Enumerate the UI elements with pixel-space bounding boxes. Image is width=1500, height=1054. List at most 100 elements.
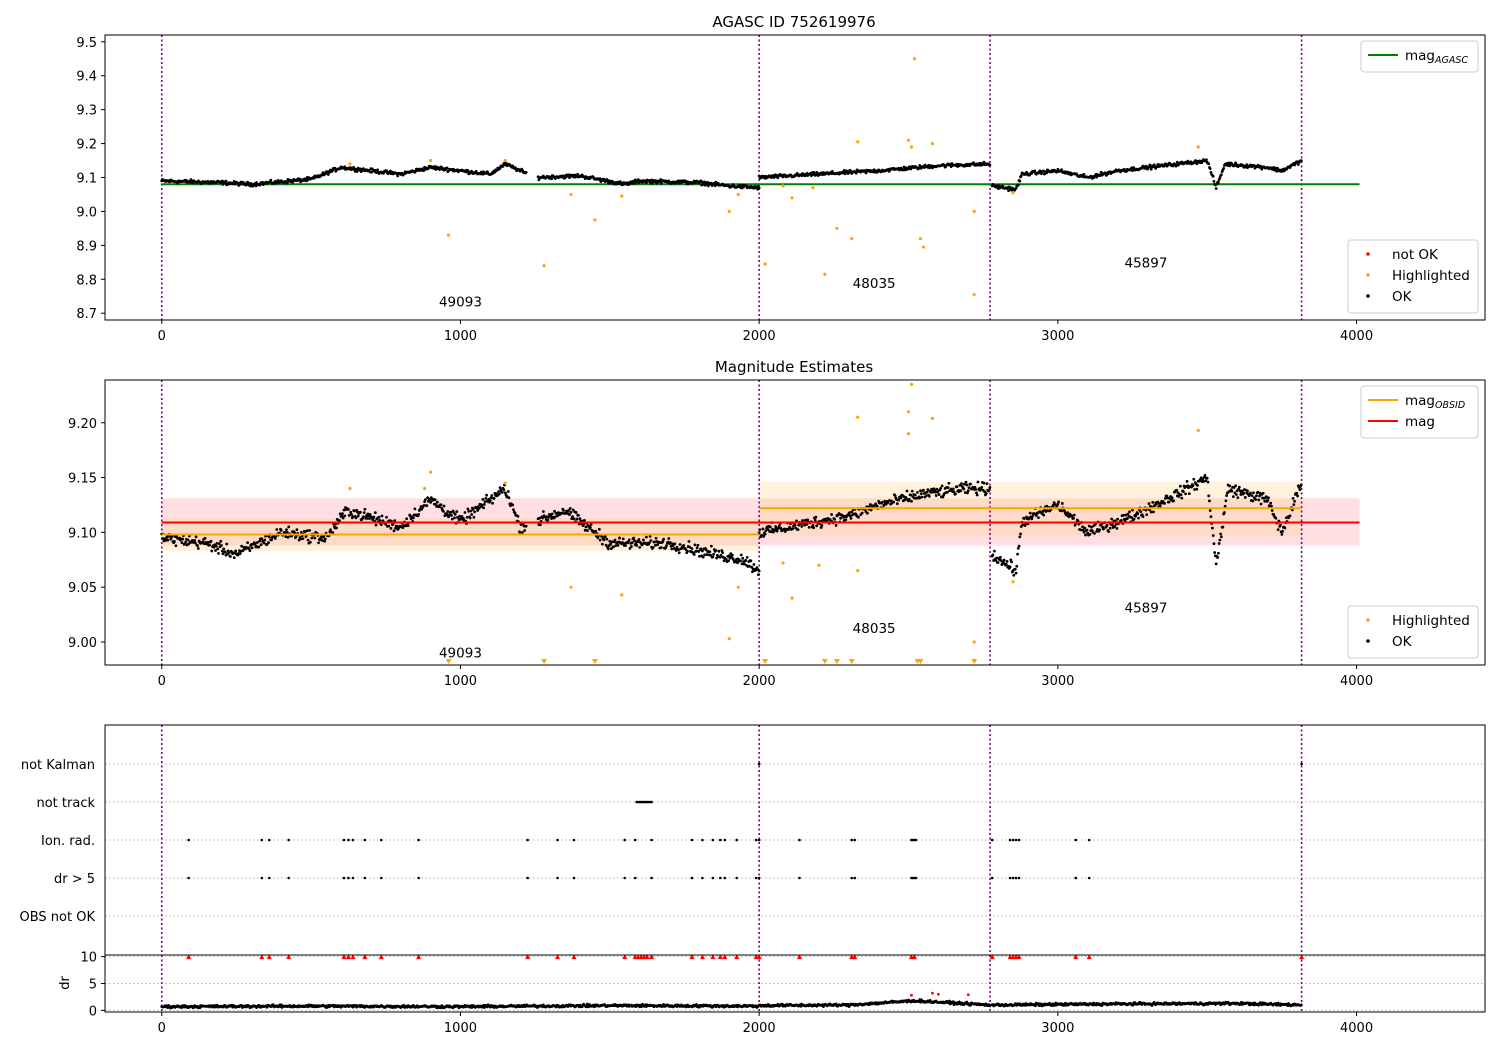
flag-point bbox=[363, 876, 367, 880]
ok-point bbox=[329, 528, 332, 532]
ok-point bbox=[850, 510, 854, 514]
ok-point bbox=[1299, 1003, 1303, 1007]
ok-point bbox=[712, 552, 716, 556]
not-ok-marker bbox=[345, 954, 351, 960]
ok-point bbox=[969, 1003, 972, 1007]
ok-point bbox=[730, 553, 734, 557]
legend-label-subscript: OBSID bbox=[1435, 400, 1465, 411]
ok-point bbox=[803, 523, 807, 527]
ok-point bbox=[1249, 491, 1252, 495]
ok-point bbox=[317, 541, 320, 545]
ok-point bbox=[844, 518, 848, 522]
flag-point bbox=[850, 876, 854, 880]
flag-point bbox=[351, 838, 355, 842]
ok-point bbox=[959, 489, 963, 493]
ok-point bbox=[1191, 484, 1195, 488]
ok-point bbox=[1019, 532, 1022, 536]
ok-point bbox=[1130, 516, 1134, 520]
ok-point bbox=[661, 540, 665, 543]
ok-point bbox=[649, 539, 653, 542]
clipped-highlighted-marker bbox=[445, 659, 452, 664]
flag-point bbox=[690, 838, 694, 842]
ok-point bbox=[686, 549, 689, 553]
flag-point bbox=[754, 876, 758, 880]
ok-point bbox=[659, 546, 663, 549]
flag-point bbox=[1011, 876, 1015, 880]
ok-point bbox=[1236, 496, 1240, 500]
flag-point bbox=[342, 838, 346, 842]
ok-point bbox=[648, 535, 652, 538]
ok-point bbox=[338, 512, 342, 516]
ok-point bbox=[670, 547, 674, 551]
ok-point bbox=[1014, 571, 1018, 575]
ok-point bbox=[1177, 495, 1181, 498]
obsid-boundaries-layer bbox=[160, 955, 1303, 1012]
ok-point bbox=[1299, 483, 1303, 487]
flag-point bbox=[1087, 876, 1091, 880]
ok-point bbox=[897, 498, 901, 502]
ok-point bbox=[161, 537, 164, 540]
highlighted-point bbox=[620, 194, 624, 198]
ok-point bbox=[499, 488, 503, 492]
y-tick-label: 9.1 bbox=[76, 172, 97, 187]
flag-point bbox=[379, 876, 383, 880]
ok-point bbox=[435, 500, 439, 504]
ok-point bbox=[447, 513, 451, 517]
ok-point bbox=[830, 513, 833, 516]
ok-point bbox=[1278, 523, 1282, 527]
flag-point bbox=[650, 800, 653, 804]
not-ok-marker bbox=[1299, 954, 1305, 960]
clipped-highlighted-marker bbox=[971, 659, 978, 664]
ok-point bbox=[441, 509, 445, 513]
ok-point bbox=[667, 537, 671, 540]
flag-point bbox=[701, 838, 704, 842]
ok-point bbox=[775, 529, 779, 533]
ok-point bbox=[450, 517, 454, 521]
flag-point bbox=[351, 876, 355, 880]
ok-point bbox=[449, 510, 453, 514]
ok-point bbox=[575, 517, 579, 521]
highlighted-point bbox=[909, 382, 914, 386]
ok-point bbox=[752, 563, 756, 566]
ok-point bbox=[1231, 495, 1235, 498]
x-tick-label: 2000 bbox=[743, 674, 776, 689]
ok-point bbox=[372, 515, 376, 519]
ok-point bbox=[267, 535, 271, 539]
ok-point bbox=[1212, 542, 1216, 546]
ok-point bbox=[788, 525, 792, 529]
chart-title: Magnitude Estimates bbox=[715, 358, 873, 376]
highlighted-point bbox=[972, 292, 976, 297]
ok-point bbox=[1237, 485, 1241, 489]
legend-label: OK bbox=[1392, 634, 1413, 650]
x-tick-label: 3000 bbox=[1041, 329, 1074, 344]
ok-point bbox=[757, 531, 761, 535]
ok-point bbox=[216, 547, 220, 551]
clipped-highlighted-marker bbox=[541, 659, 548, 664]
x-tick-label: 3000 bbox=[1041, 674, 1074, 689]
ok-point bbox=[238, 182, 242, 186]
ok-point bbox=[347, 507, 350, 511]
ok-point bbox=[696, 543, 700, 547]
ok-point bbox=[368, 513, 372, 516]
ok-points-layer bbox=[160, 998, 1303, 1010]
flag-point bbox=[754, 838, 758, 842]
x-tick-label: 0 bbox=[158, 674, 166, 689]
legend-box bbox=[1360, 40, 1479, 73]
ok-point bbox=[1163, 501, 1167, 505]
ok-point bbox=[727, 559, 730, 563]
ok-point bbox=[1116, 517, 1119, 521]
ok-point bbox=[612, 545, 615, 549]
ok-point bbox=[1234, 484, 1237, 488]
ok-point bbox=[1149, 167, 1153, 171]
ok-point bbox=[258, 539, 261, 543]
ok-point bbox=[925, 490, 929, 494]
ok-point bbox=[614, 544, 618, 548]
ok-point bbox=[703, 553, 707, 557]
ok-point bbox=[630, 545, 633, 548]
ok-point bbox=[249, 182, 253, 186]
ok-point bbox=[480, 503, 484, 507]
flag-point bbox=[1008, 876, 1012, 880]
ok-point bbox=[600, 542, 604, 546]
